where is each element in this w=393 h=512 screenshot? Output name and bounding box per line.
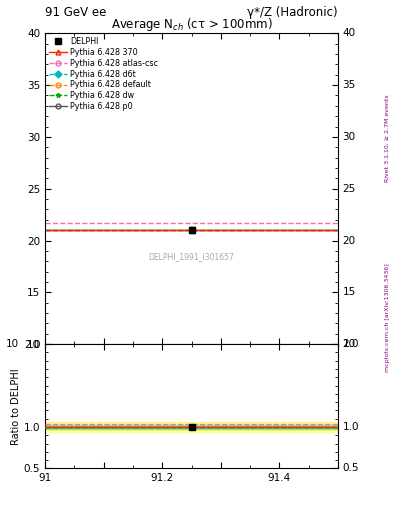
Text: 20: 20 (342, 236, 356, 246)
Text: 15: 15 (342, 287, 356, 297)
Text: 25: 25 (342, 184, 356, 194)
Text: 10: 10 (6, 339, 19, 349)
Text: 0.5: 0.5 (342, 463, 359, 474)
Title: Average N$_{ch}$ (cτ > 100mm): Average N$_{ch}$ (cτ > 100mm) (111, 16, 272, 33)
Text: mcplots.cern.ch [arXiv:1306.3436]: mcplots.cern.ch [arXiv:1306.3436] (385, 263, 389, 372)
Text: 2.0: 2.0 (342, 339, 359, 349)
Bar (45, 422, 338, 432)
Legend: DELPHI, Pythia 6.428 370, Pythia 6.428 atlas-csc, Pythia 6.428 d6t, Pythia 6.428: DELPHI, Pythia 6.428 370, Pythia 6.428 a… (48, 36, 160, 113)
Text: 91 GeV ee: 91 GeV ee (45, 7, 107, 19)
Bar (45, 425, 338, 429)
Text: 1.0: 1.0 (342, 422, 359, 432)
Text: Rivet 3.1.10, ≥ 2.7M events: Rivet 3.1.10, ≥ 2.7M events (385, 94, 389, 182)
Text: 35: 35 (342, 80, 356, 90)
Text: 30: 30 (342, 132, 356, 142)
Text: DELPHI_1991_I301657: DELPHI_1991_I301657 (149, 252, 235, 262)
Y-axis label: Ratio to DELPHI: Ratio to DELPHI (11, 368, 21, 444)
Text: 40: 40 (342, 28, 356, 38)
Text: γ*/Z (Hadronic): γ*/Z (Hadronic) (247, 7, 338, 19)
Text: 10: 10 (342, 339, 356, 349)
